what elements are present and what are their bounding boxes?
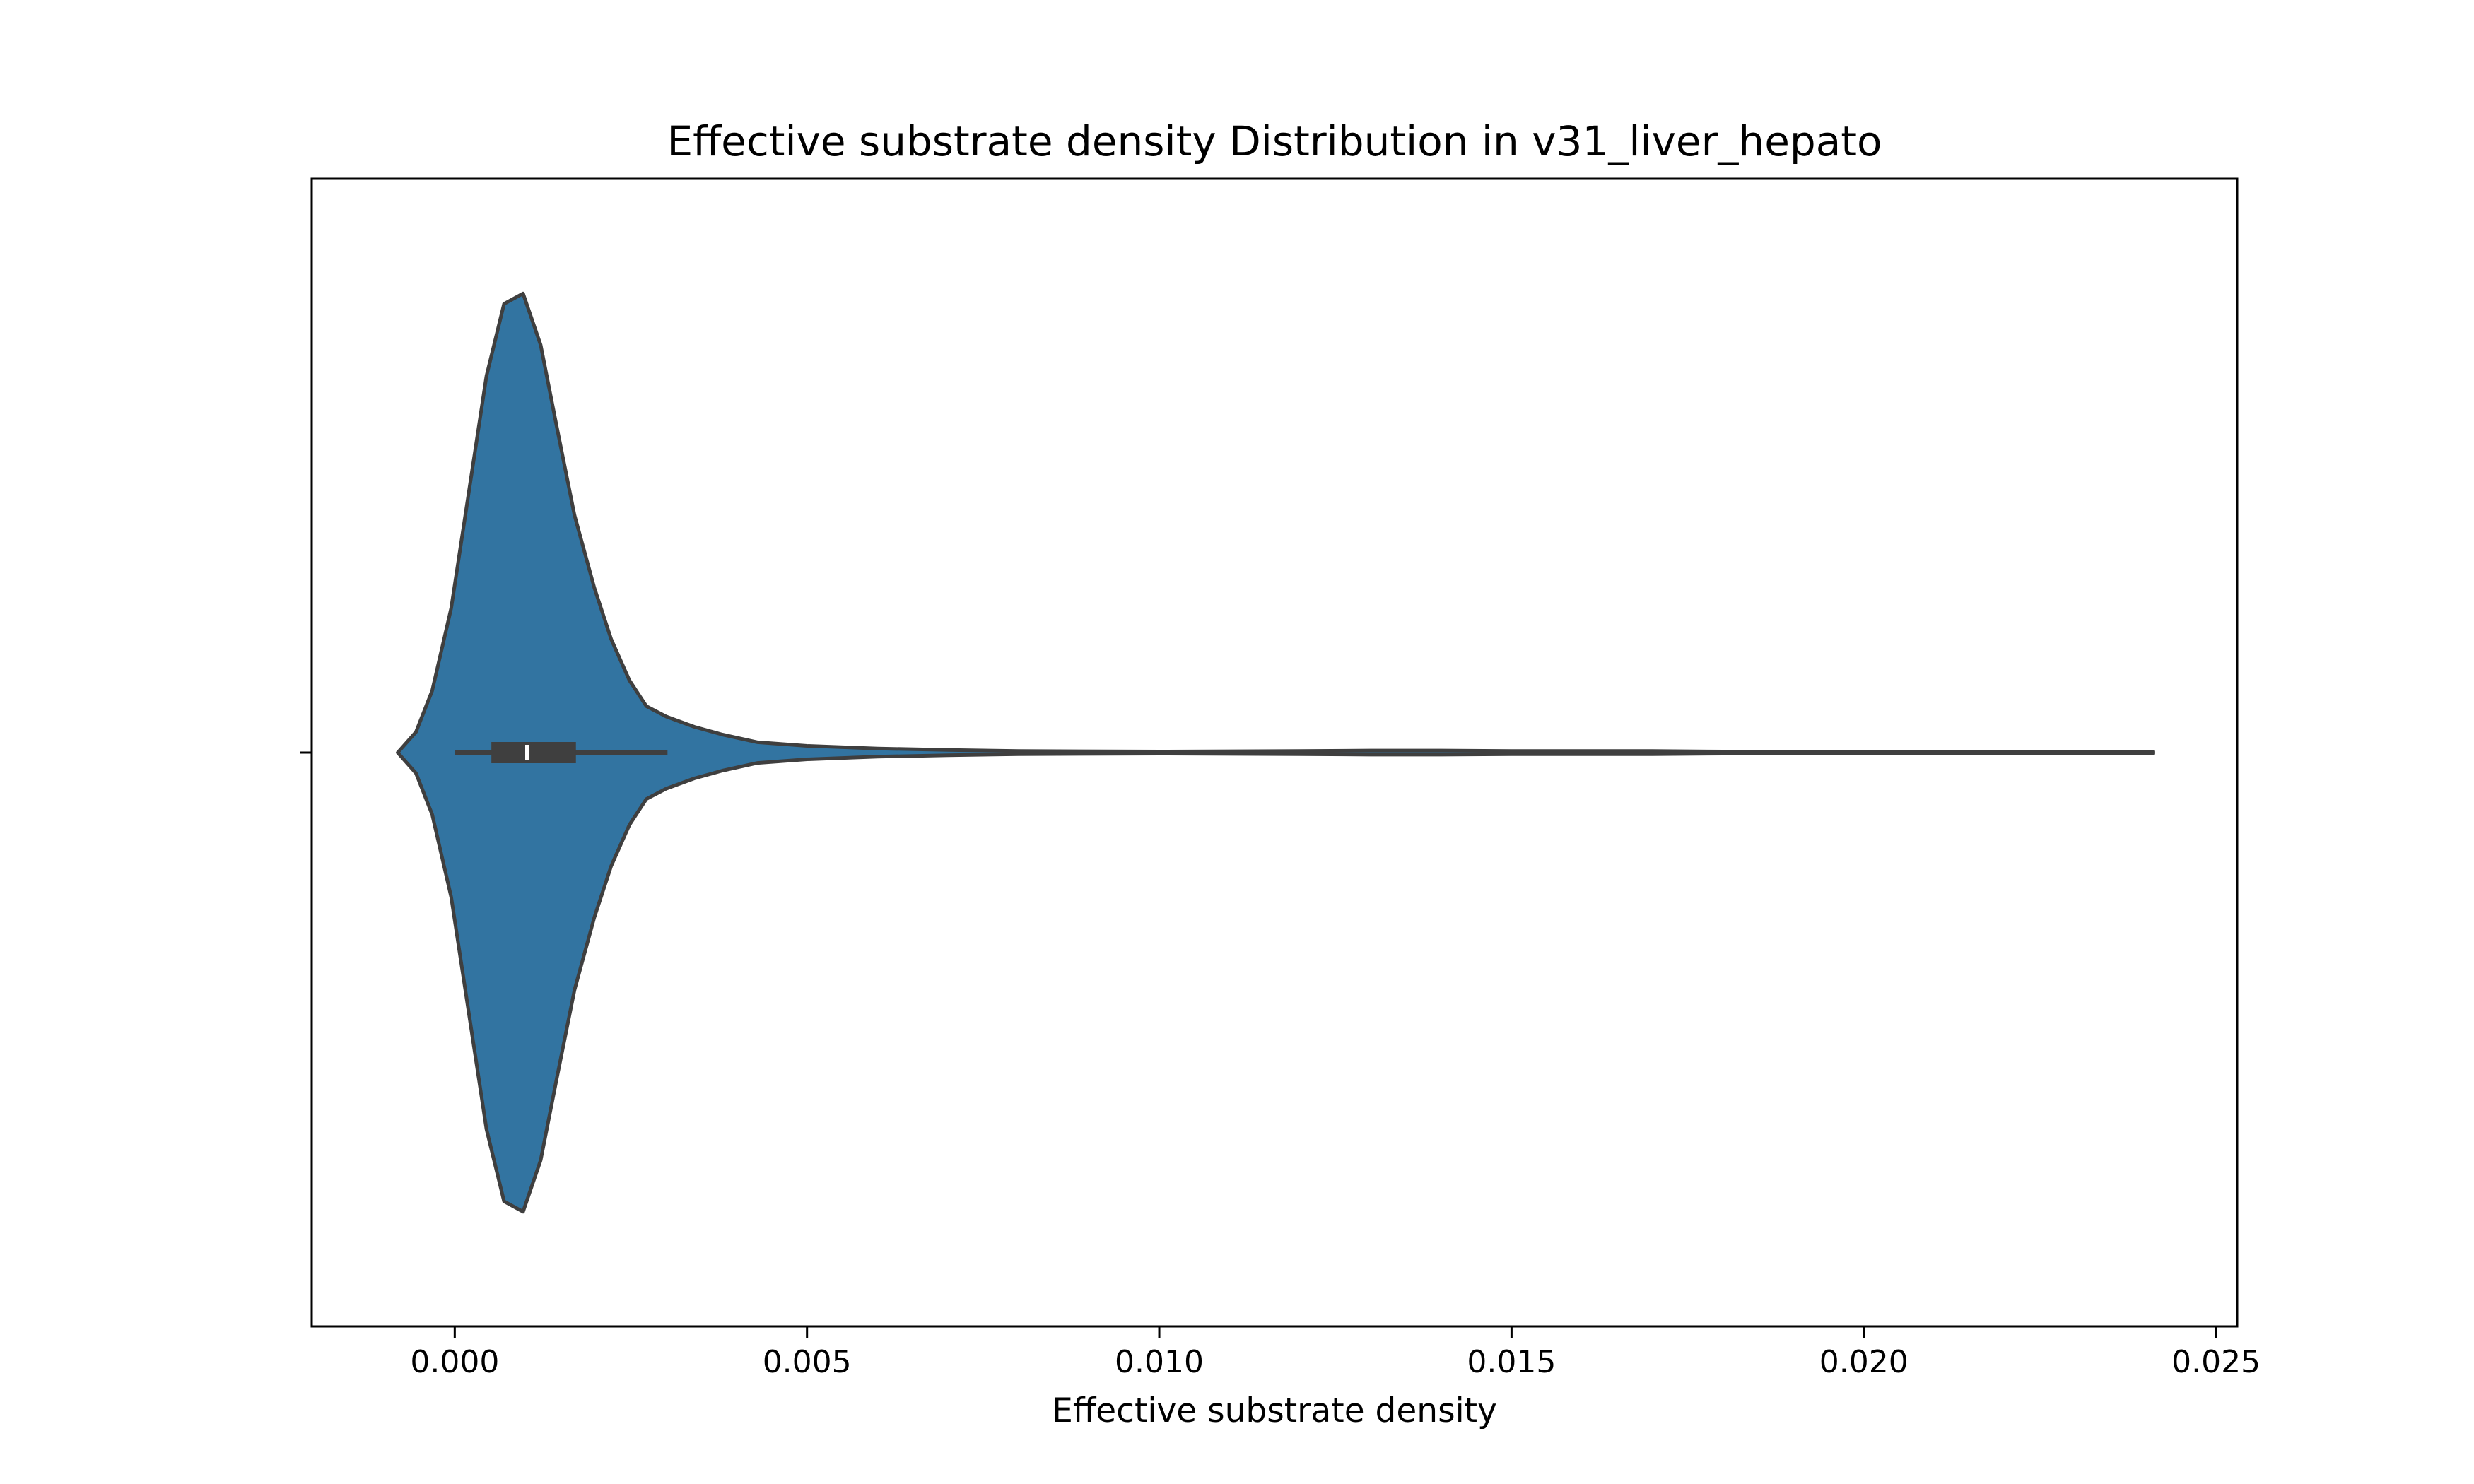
violin-body xyxy=(396,291,2155,1214)
x-axis-label: Effective substrate density xyxy=(1052,1391,1497,1430)
x-tick-label: 0.020 xyxy=(1819,1344,1909,1380)
x-axis: 0.000 0.005 0.010 0.015 0.020 0.025 xyxy=(410,1326,2261,1380)
violin-layer xyxy=(396,291,2155,1214)
chart-title: Effective substrate density Distribution… xyxy=(667,117,1882,165)
x-tick-label: 0.025 xyxy=(2171,1344,2261,1380)
x-tick-label: 0.005 xyxy=(763,1344,852,1380)
box-layer xyxy=(455,742,668,763)
x-tick-label: 0.015 xyxy=(1467,1344,1556,1380)
x-tick-label: 0.000 xyxy=(410,1344,499,1380)
x-tick-label: 0.010 xyxy=(1115,1344,1204,1380)
interquartile-box xyxy=(491,742,576,763)
